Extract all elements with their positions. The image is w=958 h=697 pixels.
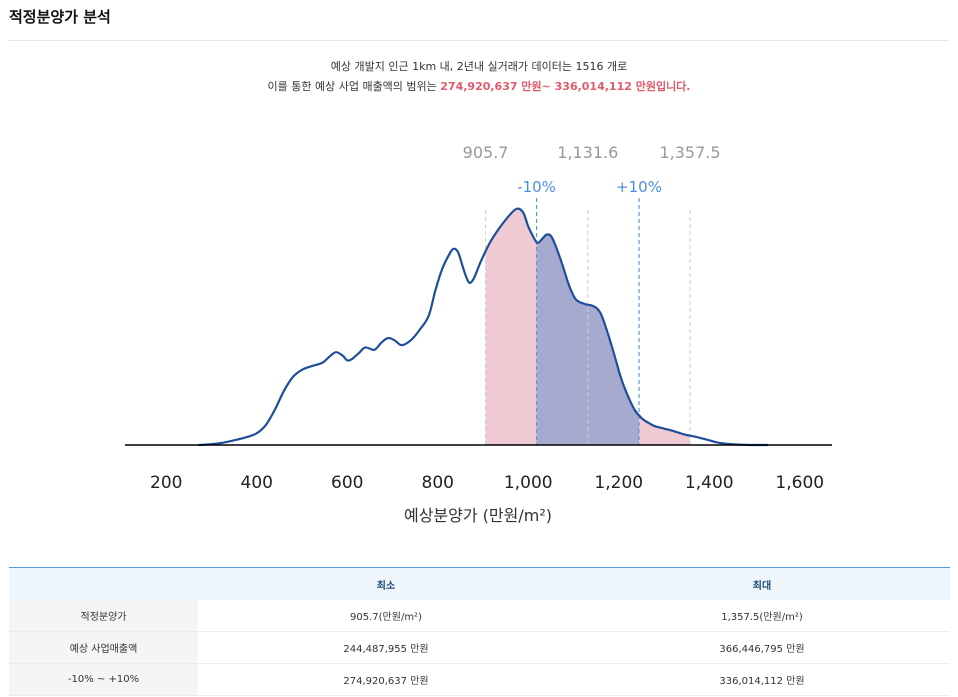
density-curve — [197, 207, 769, 447]
x-tick-label: 1,000 — [504, 473, 553, 493]
x-tick-label: 200 — [150, 473, 182, 493]
table-row: 적정분양가 905.7(만원/m²) 1,357.5(만원/m²) — [9, 600, 950, 632]
table-cell-min: 274,920,637 만원 — [198, 663, 574, 696]
result-table: 최소 최대 적정분양가 905.7(만원/m²) 1,357.5(만원/m²) … — [9, 567, 950, 696]
table-row-label: 적정분양가 — [9, 600, 198, 632]
summary-line-1: 예상 개발지 인근 1km 내, 2년내 실거래가 데이터는 1516 개로 — [330, 60, 628, 73]
table-header-blank — [9, 567, 198, 600]
table-header-min: 최소 — [198, 567, 574, 600]
summary-line-2: 이를 통한 예상 사업 매출액의 범위는 274,920,637 만원~ 336… — [0, 77, 958, 97]
x-tick-label: 600 — [331, 473, 363, 493]
header-divider — [9, 40, 949, 41]
header: 적정분양가 분석 — [0, 0, 958, 41]
table-row-label: 예상 사업매출액 — [9, 631, 198, 664]
summary-text: 예상 개발지 인근 1km 내, 2년내 실거래가 데이터는 1516 개로 이… — [0, 57, 958, 97]
table-cell-max: 366,446,795 만원 — [574, 631, 950, 664]
table-row: 예상 사업매출액 244,487,955 만원 366,446,795 만원 — [9, 631, 950, 664]
x-axis-label: 예상분양가 (만원/m²) — [404, 506, 552, 525]
page-title: 적정분양가 분석 — [9, 8, 111, 26]
table-header-row: 최소 최대 — [9, 567, 950, 600]
x-tick-label: 1,400 — [685, 473, 734, 493]
table-cell-max: 336,014,112 만원 — [574, 663, 950, 696]
summary-line-2-prefix: 이를 통한 예상 사업 매출액의 범위는 — [267, 80, 441, 93]
x-tick-label: 400 — [241, 473, 273, 493]
range-label-min: 905.7 — [463, 143, 509, 162]
table-cell-min: 244,487,955 만원 — [198, 631, 574, 664]
x-tick-label: 800 — [422, 473, 454, 493]
pct-label-plus10: +10% — [616, 178, 662, 196]
price-density-chart: 905.7 1,131.6 1,357.5 -10% +10% 200 400 600 800 1… — [125, 143, 832, 525]
table-cell-max: 1,357.5(만원/m²) — [574, 600, 950, 632]
table-cell-min: 905.7(만원/m²) — [198, 600, 574, 632]
pct-label-minus10: -10% — [517, 178, 556, 196]
table-row: -10% ~ +10% 274,920,637 만원 336,014,112 만… — [9, 663, 950, 696]
table-row-label: -10% ~ +10% — [9, 663, 198, 696]
x-tick-label: 1,200 — [594, 473, 643, 493]
range-label-max: 1,357.5 — [659, 143, 720, 162]
table-header-max: 최대 — [574, 567, 950, 600]
x-tick-label: 1,600 — [775, 473, 824, 493]
range-label-mid: 1,131.6 — [557, 143, 618, 162]
revenue-range-highlight: 274,920,637 만원~ 336,014,112 만원입니다. — [440, 80, 691, 93]
